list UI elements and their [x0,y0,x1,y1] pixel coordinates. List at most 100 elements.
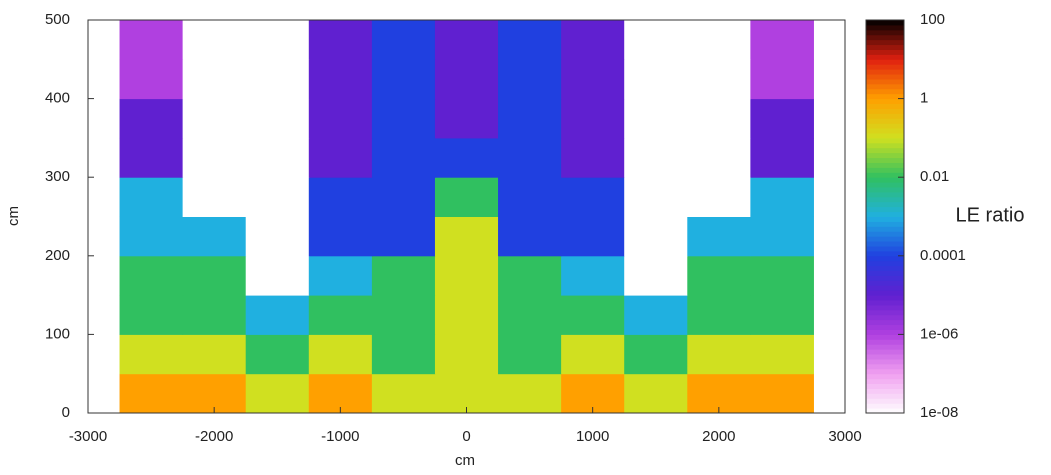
heat-cell [434,373,499,414]
colorbar-swatch [866,167,904,173]
heat-cell [434,216,499,257]
heat-cell [687,137,751,178]
heat-cell [561,59,625,100]
heat-cell [750,373,814,414]
colorbar-swatch [866,255,904,262]
colorbar-swatch [866,373,904,380]
heat-cell [245,59,310,100]
colorbar-tick-label: 1e-06 [920,325,958,342]
heat-cell [624,59,688,100]
heat-cell [498,20,562,60]
colorbar-swatch [866,29,904,36]
colorbar-swatch [866,265,904,272]
heat-cell [750,59,814,100]
heat-cell [750,334,814,375]
heat-cell [561,137,625,178]
heat-cell [182,137,247,178]
heat-cell [308,20,373,60]
colorbar-swatch [866,270,904,276]
colorbar-swatch [866,295,904,301]
heat-cell [498,255,562,296]
colorbar-swatch [866,113,904,119]
heat-cell [434,334,499,375]
colorbar-swatch [866,20,904,26]
x-tick-label: 2000 [702,428,735,445]
colorbar-swatch [866,49,904,55]
heat-cell [750,216,814,257]
heat-cell [371,334,436,375]
colorbar-swatch [866,128,904,134]
heat-cell [434,98,499,139]
colorbar-swatch [866,260,904,267]
y-tick-label: 300 [45,168,70,185]
heat-cell [498,177,562,217]
colorbar-swatch [866,329,904,335]
x-tick-label: 3000 [828,428,861,445]
heat-cell [182,98,247,139]
colorbar-swatch [866,216,904,222]
colorbar-swatch [866,363,904,370]
heat-cell [371,295,436,335]
colorbar-swatch [866,103,904,109]
heat-cell [624,137,688,178]
colorbar-swatch [866,241,904,247]
colorbar-swatch [866,383,904,389]
heat-cell [245,373,310,414]
heat-cell [750,295,814,335]
heat-cell [687,334,751,375]
x-axis-label: cm [455,452,475,469]
heat-cell [750,177,814,217]
heat-cell [687,373,751,414]
heat-cell [308,373,373,414]
colorbar-swatch [866,39,904,46]
colorbar-swatch [866,78,904,85]
y-tick-label: 400 [45,90,70,107]
heat-cell [687,20,751,60]
heat-cell [434,20,499,60]
heat-cell [498,216,562,257]
heat-cell [434,137,499,178]
heat-cell [561,373,625,414]
heat-cell [561,255,625,296]
heat-cell [308,59,373,100]
heat-cell [182,255,247,296]
y-tick-label: 500 [45,11,70,28]
colorbar-swatch [866,231,904,237]
heat-cell [750,20,814,60]
colorbar-swatch [866,211,904,217]
colorbar-swatch [866,24,904,31]
heat-cell [624,334,688,375]
colorbar-tick-label: 0.01 [920,168,949,185]
heat-cell [687,295,751,335]
heat-cell [308,98,373,139]
colorbar-swatch [866,408,904,414]
colorbar-swatch [866,44,904,50]
heat-cell [245,334,310,375]
heat-cell [624,98,688,139]
heat-cell [182,20,247,60]
heat-cell [119,255,184,296]
heat-cell [561,334,625,375]
heat-cell [182,216,247,257]
heat-cell [182,334,247,375]
colorbar-swatch [866,339,904,345]
colorbar-swatch [866,344,904,350]
colorbar-swatch [866,201,904,208]
heat-cell [561,177,625,217]
x-tick-label: 1000 [576,428,609,445]
heat-cell [624,255,688,296]
heat-cell [561,295,625,335]
heat-cell [371,373,436,414]
heat-cell [624,373,688,414]
heat-cell [750,98,814,139]
heat-cell [434,177,499,217]
colorbar-swatch [866,393,904,399]
colorbar-swatch [866,245,904,252]
heat-cell [308,216,373,257]
colorbar-swatch [866,275,904,281]
x-tick-label: 0 [462,428,470,445]
colorbar-tick-label: 0.0001 [920,247,966,264]
colorbar-swatch [866,177,904,183]
colorbar-swatch [866,250,904,257]
